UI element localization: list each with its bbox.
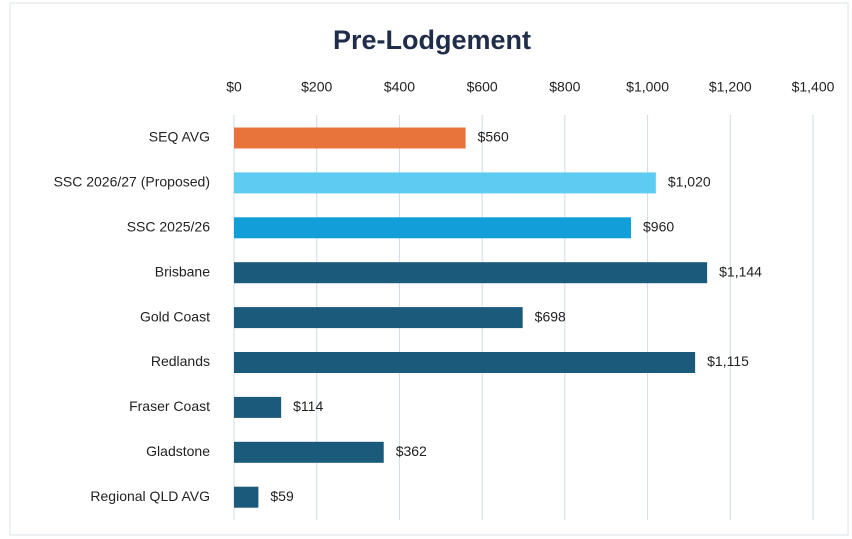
y-tick-label: SSC 2025/26: [127, 219, 210, 235]
value-label: $1,020: [668, 174, 711, 190]
value-label: $114: [293, 398, 323, 414]
bar: [234, 217, 632, 239]
bar: [234, 396, 282, 418]
y-tick-label: Regional QLD AVG: [90, 488, 210, 504]
y-tick-label: SSC 2026/27 (Proposed): [54, 174, 210, 190]
y-tick-label: Redlands: [151, 353, 210, 369]
bar: [234, 486, 259, 508]
bar: [234, 262, 708, 284]
x-tick-label: $0: [226, 79, 242, 95]
chart-title: Pre-Lodgement: [333, 25, 531, 55]
x-tick-label: $1,000: [626, 79, 669, 95]
value-label: $698: [535, 308, 566, 324]
bar: [234, 127, 466, 149]
x-tick-label: $800: [549, 79, 580, 95]
bar: [234, 307, 523, 329]
x-tick-label: $1,200: [709, 79, 752, 95]
value-label: $1,115: [707, 353, 749, 369]
y-tick-label: Gladstone: [146, 443, 210, 459]
x-tick-label: $600: [467, 79, 498, 95]
value-label: $362: [396, 443, 427, 459]
value-label: $960: [643, 219, 674, 235]
value-label: $1,144: [719, 263, 762, 279]
x-tick-label: $1,400: [792, 79, 835, 95]
y-tick-label: SEQ AVG: [149, 129, 210, 145]
y-tick-label: Fraser Coast: [129, 398, 210, 414]
bar: [234, 441, 384, 463]
x-tick-label: $400: [384, 79, 415, 95]
x-tick-label: $200: [301, 79, 332, 95]
bar: [234, 352, 696, 373]
value-label: $59: [270, 488, 294, 504]
y-tick-label: Gold Coast: [140, 308, 210, 324]
value-label: $560: [478, 129, 509, 145]
y-tick-label: Brisbane: [155, 263, 210, 279]
bar: [234, 172, 656, 194]
